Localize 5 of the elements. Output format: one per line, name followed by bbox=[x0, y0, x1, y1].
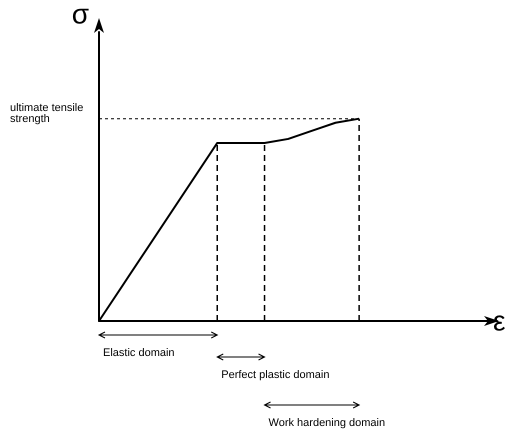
text: Elastic domain bbox=[103, 347, 175, 359]
text: Work hardening domain bbox=[268, 417, 386, 429]
text: Perfect plastic domain bbox=[221, 369, 330, 381]
ref-line-label: ultimate tensile strength bbox=[10, 102, 86, 126]
y-axis-title: σ bbox=[72, 0, 89, 30]
